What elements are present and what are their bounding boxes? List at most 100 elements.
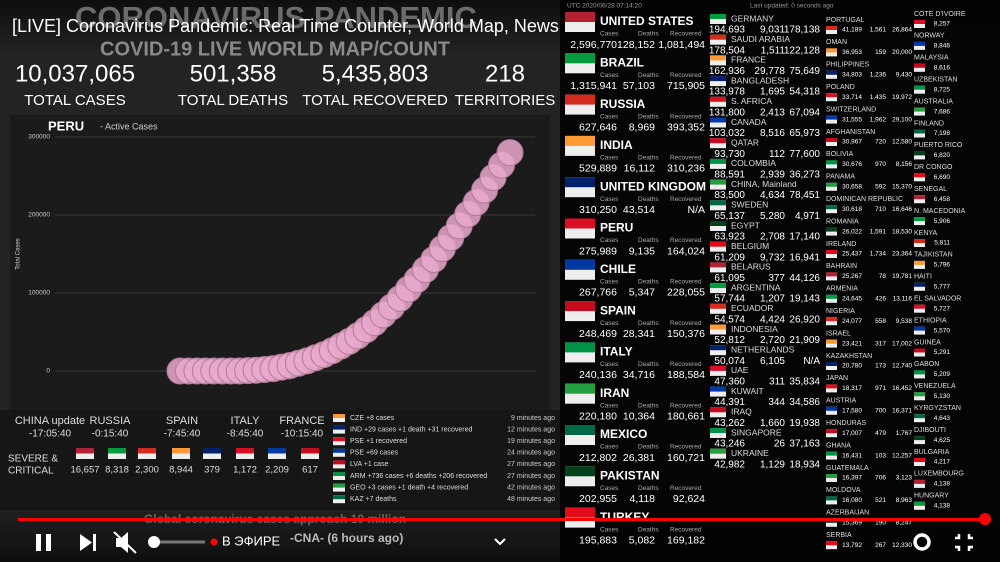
recovered: 75,649 xyxy=(789,66,820,77)
column-header: Deaths xyxy=(638,279,659,286)
cases: 52,812 xyxy=(714,335,745,346)
country-name: BULGARIA xyxy=(914,449,950,456)
severe-flag-band xyxy=(172,448,190,454)
y-tick-label: 200000 xyxy=(28,212,50,219)
update-country: ITALY xyxy=(231,415,261,427)
recovered: 15,370 xyxy=(892,184,912,191)
total-label: TOTAL RECOVERED xyxy=(302,92,448,109)
total-label: TOTAL CASES xyxy=(24,92,125,109)
update-time: -10:15:40 xyxy=(281,429,324,440)
cases: 5,906 xyxy=(934,218,951,225)
deaths: 2,720 xyxy=(760,335,785,346)
country-flag-band xyxy=(914,107,925,112)
country-name: DOMINICAN REPUBLIC xyxy=(826,196,903,203)
column-header: Recovered xyxy=(670,155,702,162)
cases: 33,714 xyxy=(842,94,862,101)
country-flag-band xyxy=(914,129,925,134)
cases: 43,262 xyxy=(714,418,745,429)
deaths: 78 xyxy=(879,273,887,280)
severe-value: 379 xyxy=(204,465,220,476)
last-updated: Last updated: 0 seconds ago xyxy=(750,3,834,10)
recovered: 18,530 xyxy=(892,228,912,235)
cases: 93,730 xyxy=(714,149,745,160)
country-flag-band xyxy=(826,317,837,322)
cases: 43,246 xyxy=(714,439,745,450)
country-flag-band xyxy=(565,342,595,353)
news-text: ARM +736 cases +6 deaths +206 recovered xyxy=(350,473,487,480)
cases: 20,780 xyxy=(842,363,862,370)
column-header: Cases xyxy=(600,72,619,79)
country-name: COLOMBIA xyxy=(731,158,776,168)
country-name: VENEZUELA xyxy=(914,383,956,390)
volume-handle[interactable] xyxy=(148,536,160,548)
country-name: N. MACEDONIA xyxy=(914,208,966,215)
cases: 5,811 xyxy=(934,240,950,247)
deaths: 1,561 xyxy=(870,27,887,34)
settings-button[interactable] xyxy=(913,533,931,551)
country-name: NETHERLANDS xyxy=(731,344,795,354)
cases: 25,267 xyxy=(842,273,862,280)
deaths: 5,347 xyxy=(629,287,655,299)
cases: 13,792 xyxy=(842,542,862,549)
next-button[interactable] xyxy=(80,534,96,551)
country-name: PAKISTAN xyxy=(600,468,660,482)
deaths: 43,514 xyxy=(623,204,655,216)
country-name: PORTUGAL xyxy=(826,17,864,24)
progress-bar[interactable] xyxy=(18,518,985,521)
recovered: 44,126 xyxy=(789,273,820,284)
cases: 83,500 xyxy=(714,190,745,201)
recovered: 122,128 xyxy=(784,45,821,56)
country-name: RUSSIA xyxy=(600,97,646,111)
column-header: Cases xyxy=(600,155,619,162)
deaths: 1,660 xyxy=(760,418,785,429)
update-time: -0:15:40 xyxy=(92,429,129,440)
play-pause-button[interactable] xyxy=(36,534,51,551)
country-name: AUSTRALIA xyxy=(914,98,953,105)
country-flag-band xyxy=(826,70,837,75)
news-flag-band xyxy=(333,460,345,465)
recovered: 9,430 xyxy=(896,72,913,79)
deaths: 1,129 xyxy=(760,459,785,470)
recovered: 26,864 xyxy=(892,27,912,34)
country-flag-band xyxy=(710,365,726,371)
country-name: EL SALVADOR xyxy=(914,296,961,303)
cases: 30,618 xyxy=(842,206,862,213)
y-axis-label: Total Cases xyxy=(16,238,22,269)
column-header: Recovered xyxy=(670,444,702,451)
country-name: UNITED STATES xyxy=(600,14,694,28)
country-name: GUINEA xyxy=(914,339,941,346)
chapters-button[interactable] xyxy=(494,538,506,546)
fullscreen-button[interactable] xyxy=(955,534,973,551)
country-flag-band xyxy=(826,160,837,165)
chart-subtitle: - Active Cases xyxy=(100,121,158,131)
progress-handle[interactable] xyxy=(979,513,991,525)
y-tick-label: 0 xyxy=(46,368,50,375)
news-time: 42 minutes ago xyxy=(507,484,555,491)
country-flag-band xyxy=(710,179,726,185)
country-name: SINGAPORE xyxy=(731,427,782,437)
deaths: 4,118 xyxy=(630,493,656,505)
news-text: IND +29 cases +1 death +31 recovered xyxy=(350,426,472,433)
country-name: HONDURAS xyxy=(826,420,866,427)
country-flag-band xyxy=(565,177,595,188)
country-flag-band xyxy=(710,345,726,351)
deaths: 1,511 xyxy=(761,45,786,56)
severe-flag-band xyxy=(301,448,319,454)
cases: 25,437 xyxy=(842,251,862,258)
deaths: 2,708 xyxy=(760,232,785,243)
country-name: BRAZIL xyxy=(600,55,644,69)
severe-value: 2,300 xyxy=(135,465,159,476)
severe-flag-band xyxy=(138,448,156,454)
cases: 5,570 xyxy=(934,327,951,334)
country-flag-band xyxy=(914,85,925,90)
cases: 131,800 xyxy=(709,107,746,118)
mute-button[interactable] xyxy=(113,531,137,554)
recovered: 17,140 xyxy=(789,232,820,243)
deaths: 2,939 xyxy=(760,170,785,181)
news-flag-band xyxy=(333,472,345,476)
cases: 195,883 xyxy=(579,534,617,546)
recovered: 188,584 xyxy=(667,369,705,381)
cases: 30,658 xyxy=(842,184,862,191)
deaths: 706 xyxy=(875,475,886,482)
update-country: FRANCE xyxy=(279,415,324,427)
